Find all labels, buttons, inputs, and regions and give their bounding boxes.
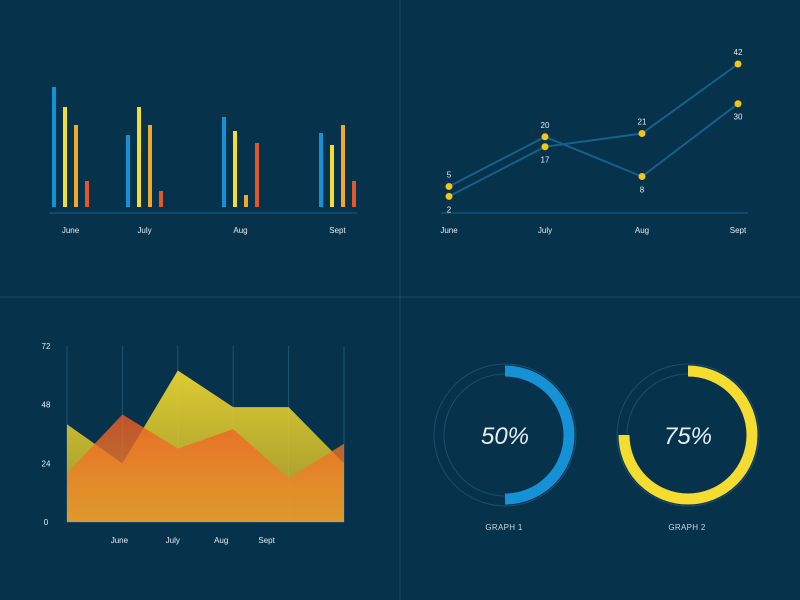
- line-series-1: [448, 102, 739, 188]
- line-point-1-june: [445, 182, 453, 190]
- area-x-tick-label: July: [166, 536, 180, 545]
- bar-chart: June July Aug Sept: [49, 87, 357, 235]
- bar-aug-2: [233, 131, 237, 207]
- line-point-2-sept: [734, 60, 742, 68]
- line-data-label: 5: [447, 170, 452, 179]
- line-point-2-july: [541, 143, 549, 151]
- area-y-tick-label: 24: [42, 459, 51, 468]
- gauge-charts: 50% GRAPH 1 75% GRAPH 2: [433, 363, 760, 532]
- bar-july-2: [137, 107, 141, 207]
- line-data-label: 8: [640, 186, 645, 195]
- gauge-label: GRAPH 2: [668, 523, 705, 532]
- bar-sept-2: [330, 145, 334, 207]
- bar-june-1: [52, 87, 56, 207]
- gauge-percent-text: 75%: [664, 423, 712, 450]
- area-x-tick-label: June: [111, 536, 129, 545]
- line-point-1-sept: [734, 100, 742, 108]
- bar-july-1: [126, 135, 130, 207]
- bar-july-4: [159, 191, 163, 207]
- gauge-2: 75% GRAPH 2: [616, 363, 760, 532]
- bar-june-4: [85, 181, 89, 207]
- gauge-arc: [504, 365, 575, 505]
- line-data-label: 20: [541, 121, 550, 130]
- area-y-tick-label: 72: [42, 342, 51, 351]
- line-x-tick-label: July: [538, 226, 552, 235]
- line-point-2-june: [445, 192, 453, 200]
- line-series-2: [448, 63, 739, 198]
- line-point-1-july: [541, 133, 549, 141]
- gauge-percent-text: 50%: [481, 423, 529, 450]
- area-x-tick-label: Aug: [214, 536, 228, 545]
- bar-sept-3: [341, 125, 345, 207]
- bar-aug-4: [255, 143, 259, 207]
- line-point-1-aug: [638, 173, 646, 181]
- area-y-tick-label: 48: [42, 401, 51, 410]
- bar-aug-3: [244, 195, 248, 207]
- area-chart: 0 24 48 72 June July Aug Sept: [42, 342, 345, 545]
- bar-june-2: [63, 107, 67, 207]
- area-y-tick-label: 0: [44, 518, 49, 527]
- line-data-label: 30: [734, 113, 743, 122]
- bar-sept-1: [319, 133, 323, 207]
- line-data-label: 17: [541, 156, 550, 165]
- bar-aug-1: [222, 117, 226, 207]
- gauge-arc: [618, 365, 758, 505]
- bar-june-3: [74, 125, 78, 207]
- bar-sept-4: [352, 181, 356, 207]
- line-point-2-aug: [638, 130, 646, 137]
- line-data-label: 2: [447, 205, 452, 214]
- line-data-label: 42: [734, 48, 743, 57]
- area-x-tick-label: Sept: [258, 536, 275, 545]
- gauge-1: 50% GRAPH 1: [433, 363, 577, 532]
- bar-x-tick-label: June: [62, 226, 80, 235]
- gauge-label: GRAPH 1: [485, 523, 522, 532]
- line-data-label: 21: [638, 118, 647, 127]
- bar-july-3: [148, 125, 152, 207]
- gauge-outer-ring: [433, 363, 577, 507]
- bar-x-tick-label: Sept: [329, 226, 346, 235]
- bar-x-tick-label: July: [137, 226, 151, 235]
- line-x-tick-label: Aug: [635, 226, 649, 235]
- line-chart: 5 20 8 30 2 17 21 42 June July Aug Sept: [440, 48, 748, 235]
- gauge-outer-ring: [616, 363, 760, 507]
- area-series-2: [67, 414, 344, 522]
- line-x-tick-label: June: [440, 226, 458, 235]
- line-x-tick-label: Sept: [730, 226, 747, 235]
- bar-x-tick-label: Aug: [233, 226, 247, 235]
